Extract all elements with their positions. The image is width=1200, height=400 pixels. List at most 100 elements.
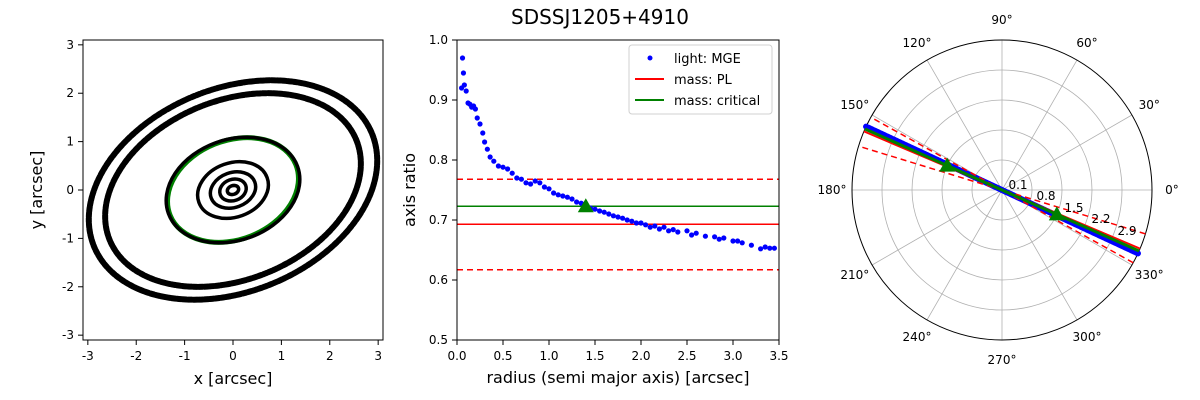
legend-box <box>628 44 773 115</box>
mge-point <box>767 245 773 251</box>
mge-point <box>675 229 681 235</box>
polar-labels: 0° 30° 60° 90° 120° 150° 180° 210° 240° 270° 300° 3… <box>818 13 1179 367</box>
mge-point <box>537 180 543 186</box>
mge-point <box>487 154 493 160</box>
mge-point <box>495 163 501 169</box>
polar-angle-label: 180° <box>818 183 847 197</box>
mge-point <box>459 55 466 61</box>
polar-angle-label: 150° <box>840 98 869 112</box>
mge-point <box>624 217 630 223</box>
mge-point <box>656 226 663 232</box>
mge-point <box>564 194 571 200</box>
isophote-contour <box>225 183 241 197</box>
mge-point <box>620 215 626 221</box>
polar-grid-spoke <box>1001 189 1078 321</box>
mge-point <box>551 190 557 196</box>
contour-panel: -3 -2 -1 0 1 2 3 -3 -2 -1 0 1 2 3 x [arcsec] y [arcse… <box>27 38 384 388</box>
mge-point <box>638 220 644 226</box>
mge-point <box>528 181 534 187</box>
x-tick-label: -1 <box>179 349 191 363</box>
y-tick-label: 0 <box>66 183 74 197</box>
critical-marker <box>577 198 594 213</box>
polar-angle-label: 30° <box>1139 98 1160 112</box>
contour-ticks: -3 -2 -1 0 1 2 3 -3 -2 -1 0 1 2 3 <box>62 38 382 363</box>
mge-point <box>771 245 778 251</box>
x-tick-label: -3 <box>82 349 94 363</box>
y-tick-label: 0.5 <box>429 333 448 347</box>
mge-point <box>592 206 598 212</box>
contour-plot-area <box>83 40 383 340</box>
polar-angle-label: 0° <box>1165 183 1179 197</box>
polar-frame <box>851 39 1153 341</box>
x-tick-label: 3 <box>374 349 382 363</box>
mge-point <box>735 238 741 244</box>
mge-point <box>629 218 635 224</box>
x-tick-label: 1 <box>278 349 286 363</box>
polar-angle-label: 210° <box>840 268 869 282</box>
mge-point <box>569 196 575 202</box>
x-tick-label: 0.0 <box>447 349 466 363</box>
legend-critical-label: mass: critical <box>674 94 760 109</box>
y-tick-label: -2 <box>62 280 74 294</box>
contour-xlabel: x [arcsec] <box>194 369 273 388</box>
contour-ylabel: y [arcsec] <box>27 151 46 230</box>
mge-point <box>482 139 488 145</box>
axis-ratio-lines <box>457 178 779 271</box>
isophote-contour <box>85 77 381 303</box>
mge-point <box>560 193 566 199</box>
mge-point <box>505 166 511 172</box>
critical-angle-marker <box>939 157 956 172</box>
y-tick-label: 1.0 <box>429 33 448 47</box>
y-tick-label: 0.9 <box>429 93 448 107</box>
polar-angle-label: 300° <box>1073 330 1102 344</box>
mge-point <box>643 222 649 228</box>
mge-point <box>652 223 658 229</box>
contour-group <box>85 77 381 303</box>
polar-grid-spoke <box>926 59 1003 191</box>
mge-point <box>574 199 580 205</box>
polar-grid-spoke <box>871 189 1003 266</box>
polar-radial-label: 2.2 <box>1091 212 1110 226</box>
legend: light: MGE mass: PL mass: critical <box>628 44 773 115</box>
polar-radial-label: 1.5 <box>1064 201 1083 215</box>
mge-point <box>610 213 617 219</box>
y-tick-label: -1 <box>62 231 74 245</box>
critical-angle-marker <box>1048 206 1065 221</box>
isophote-contour <box>208 170 258 210</box>
isophote-contour <box>195 159 271 221</box>
mge-point <box>748 242 755 248</box>
isophote-contour <box>102 90 364 290</box>
mge-point <box>661 224 667 230</box>
x-tick-label: -2 <box>130 349 142 363</box>
figure-title: SDSSJ1205+4910 <box>511 5 689 29</box>
legend-light-marker <box>647 55 653 61</box>
mge-point <box>518 176 525 182</box>
polar-radial-label: 0.1 <box>1008 178 1027 192</box>
mge-point <box>721 235 727 241</box>
polar-grid-spoke <box>1001 59 1078 191</box>
x-tick-label: 0 <box>229 349 237 363</box>
mge-point <box>670 227 676 233</box>
mge-point <box>472 106 478 112</box>
mge-point <box>460 70 467 76</box>
mge-point <box>532 178 538 184</box>
mge-point <box>730 238 736 244</box>
isophote-contour <box>218 177 248 203</box>
y-tick-label: 3 <box>66 38 74 52</box>
x-tick-label: 1.5 <box>585 349 604 363</box>
mge-point <box>523 180 529 186</box>
y-tick-label: 0.8 <box>429 153 448 167</box>
polar-radial-label: 0.8 <box>1036 189 1055 203</box>
polar-angle-label: 330° <box>1135 268 1164 282</box>
axis-ratio-ticks: 0.0 0.5 1.0 1.5 2.0 2.5 3.0 3.5 0.5 0.6 0.7 0.8 0.9 1… <box>429 33 789 363</box>
y-tick-label: 0.6 <box>429 273 448 287</box>
polar-angle-label: 270° <box>988 353 1017 367</box>
polar-radial-label: 2.9 <box>1117 224 1136 238</box>
mge-point <box>615 214 621 220</box>
polar-angle-label: 240° <box>903 330 932 344</box>
mge-point <box>693 230 699 236</box>
mge-point <box>684 228 690 234</box>
mge-point <box>461 82 467 88</box>
mge-point <box>491 158 497 164</box>
mge-point <box>689 232 695 238</box>
